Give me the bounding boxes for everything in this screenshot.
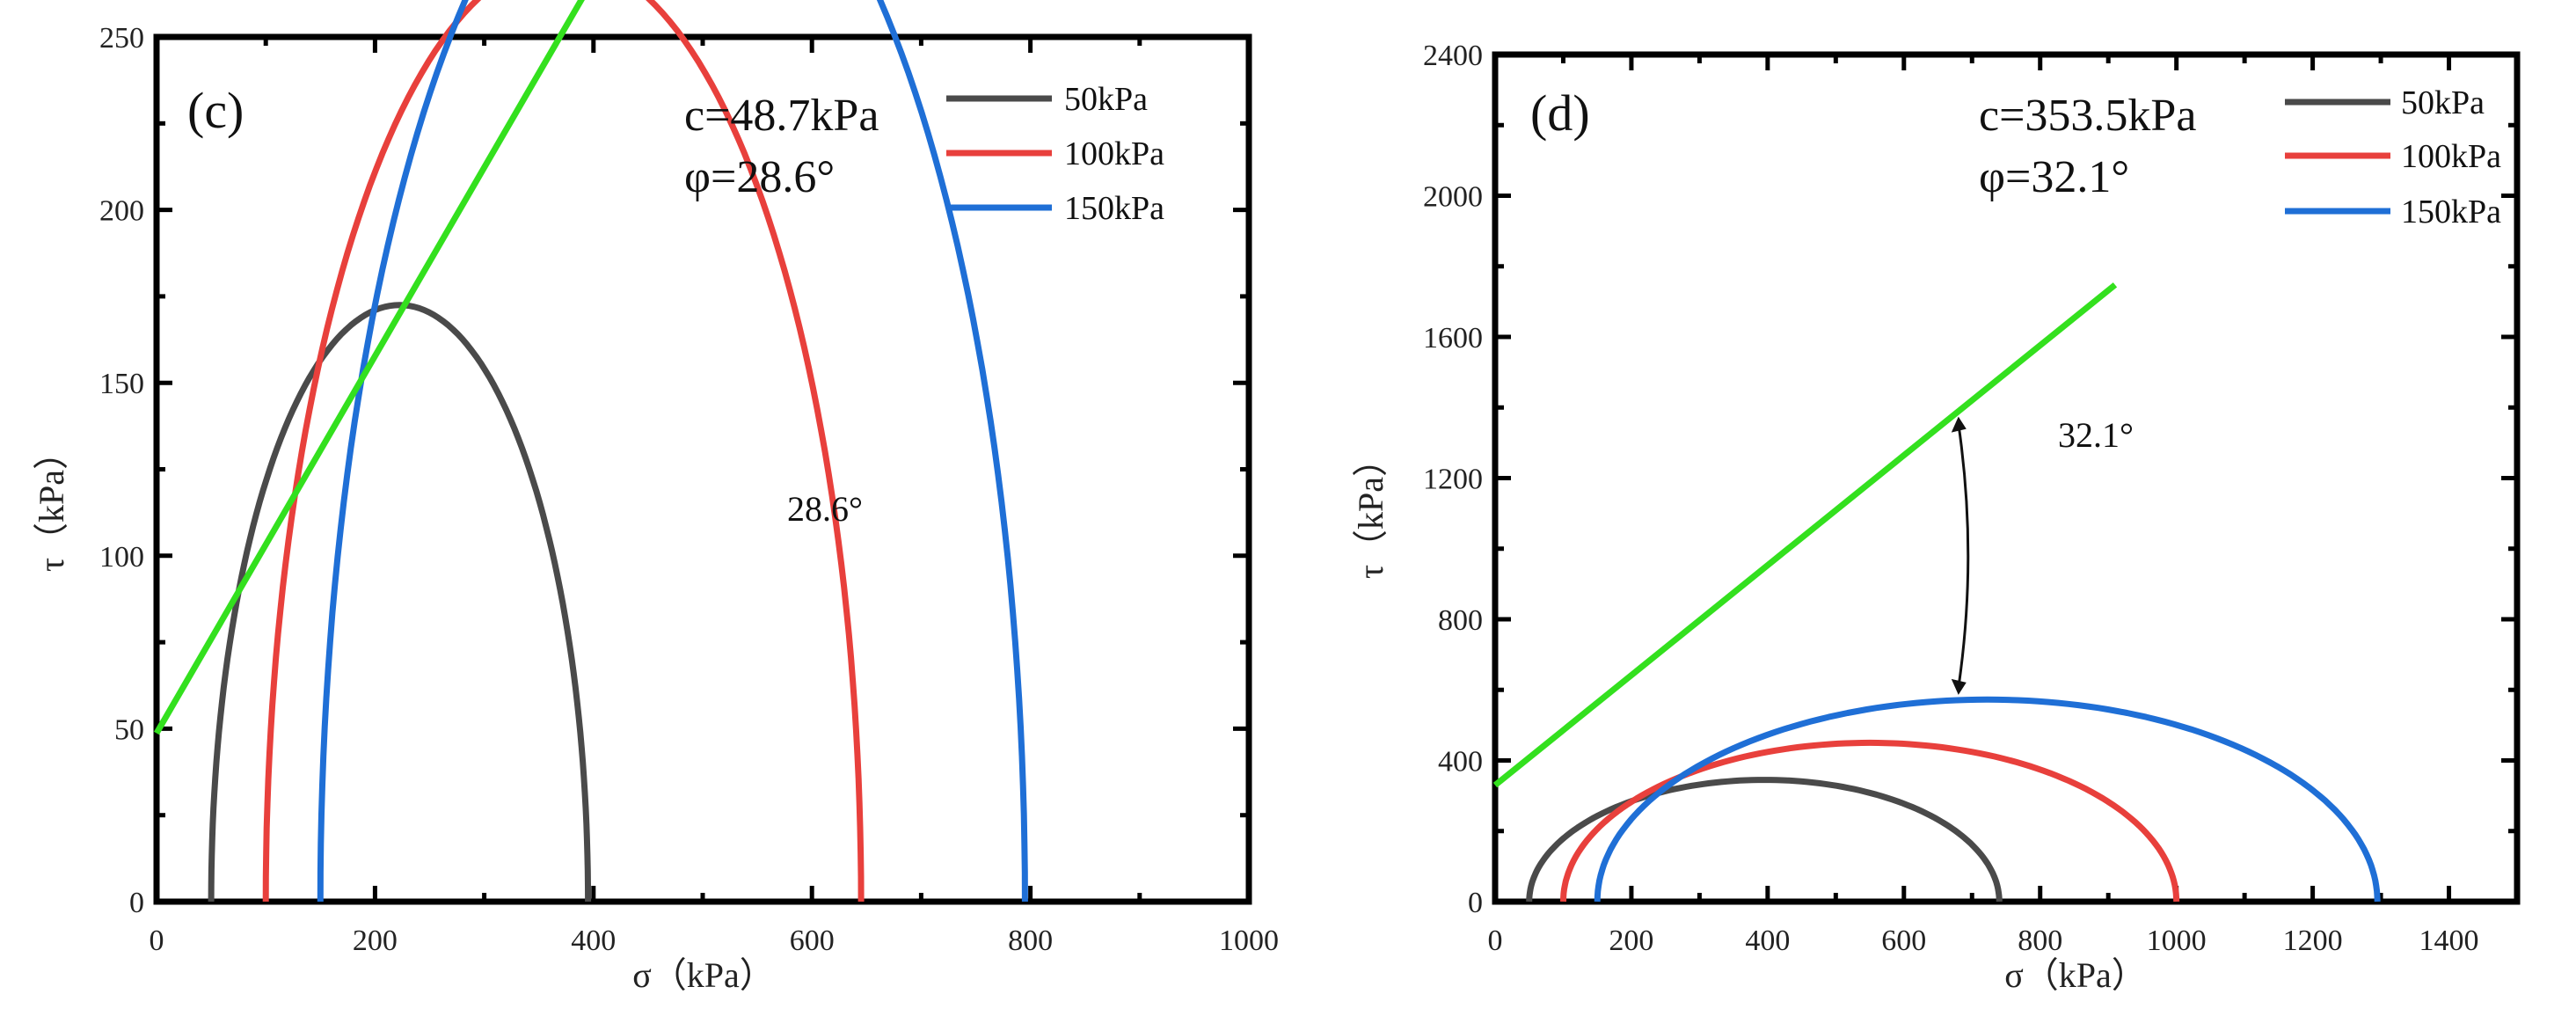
angle-arc bbox=[1957, 423, 1970, 689]
legend-label-150kpa: 150kPa bbox=[2401, 194, 2501, 230]
mohr-circle-150kpa bbox=[317, 0, 1028, 903]
x-tick-label: 0 bbox=[1488, 925, 1503, 957]
x-tick-labels: 0 200 400 600 800 1000 1200 1400 bbox=[1488, 925, 2479, 957]
friction-text: φ=32.1° bbox=[1979, 152, 2129, 202]
y-tick-label: 50 bbox=[114, 713, 144, 746]
mohr-circle-50kpa bbox=[1526, 777, 2003, 903]
y-tick-label: 1600 bbox=[1423, 322, 1483, 355]
panel-c-chart: 0 50 100 150 200 250 0 200 400 600 800 1000 (c) c=… bbox=[32, 0, 1279, 995]
failure-envelope-line bbox=[153, 0, 585, 735]
x-tick-labels: 0 200 400 600 800 1000 bbox=[150, 925, 1280, 957]
y-tick-label: 1200 bbox=[1423, 464, 1483, 496]
friction-text: φ=28.6° bbox=[684, 152, 835, 202]
y-tick-label: 2400 bbox=[1423, 40, 1483, 72]
x-tick-label: 800 bbox=[2018, 925, 2062, 957]
y-tick-label: 250 bbox=[99, 22, 144, 55]
panel-label: (c) bbox=[187, 82, 244, 139]
legend-label-100kpa: 100kPa bbox=[2401, 138, 2501, 175]
angle-annotation bbox=[1951, 416, 1970, 695]
mohr-circle-100kpa bbox=[262, 0, 865, 903]
y-tick-label: 200 bbox=[99, 195, 144, 228]
x-tick-label: 0 bbox=[150, 925, 164, 957]
y-tick-label: 800 bbox=[1438, 604, 1483, 637]
mohr-circle-150kpa bbox=[1594, 696, 2381, 903]
x-tick-label: 1200 bbox=[2283, 925, 2343, 957]
x-tick-label: 600 bbox=[790, 925, 835, 957]
mohr-circle-100kpa bbox=[1560, 739, 2180, 903]
legend-label-50kpa: 50kPa bbox=[1064, 81, 1148, 118]
legend: 50kPa 100kPa 150kPa bbox=[2285, 84, 2501, 230]
x-tick-label: 1400 bbox=[2419, 925, 2479, 957]
cohesion-text: c=48.7kPa bbox=[684, 91, 879, 141]
x-tick-label: 800 bbox=[1008, 925, 1053, 957]
mohr-circle-50kpa bbox=[208, 302, 592, 903]
panel-label: (d) bbox=[1530, 84, 1590, 142]
x-tick-label: 200 bbox=[353, 925, 398, 957]
y-tick-label: 400 bbox=[1438, 746, 1483, 778]
x-axis-title: σ（kPa） bbox=[632, 955, 775, 995]
y-tick-label: 0 bbox=[1468, 887, 1483, 919]
y-tick-label: 0 bbox=[129, 887, 144, 919]
angle-arrowhead-top bbox=[1951, 416, 1967, 433]
x-axis-title: σ（kPa） bbox=[2004, 955, 2147, 995]
angle-arrowhead-bottom bbox=[1951, 678, 1967, 695]
legend-label-100kpa: 100kPa bbox=[1064, 135, 1164, 172]
x-tick-label: 200 bbox=[1609, 925, 1653, 957]
y-tick-label: 150 bbox=[99, 368, 144, 400]
legend: 50kPa 100kPa 150kPa bbox=[946, 81, 1164, 227]
y-axis-title: τ（kPa） bbox=[1351, 442, 1390, 579]
axis-ticks bbox=[154, 34, 1252, 904]
x-tick-label: 600 bbox=[1881, 925, 1926, 957]
legend-label-50kpa: 50kPa bbox=[2401, 84, 2485, 121]
legend-label-150kpa: 150kPa bbox=[1064, 190, 1164, 227]
failure-envelope-line bbox=[1492, 282, 2118, 788]
y-tick-label: 2000 bbox=[1423, 181, 1483, 214]
angle-annotation-label: 32.1° bbox=[2058, 415, 2134, 455]
x-tick-label: 1000 bbox=[2147, 925, 2207, 957]
x-tick-label: 1000 bbox=[1219, 925, 1279, 957]
panel-d-chart: 0 400 800 1200 1600 2000 2400 0 200 400 600 800 100… bbox=[1351, 40, 2521, 995]
y-tick-labels: 0 400 800 1200 1600 2000 2400 bbox=[1423, 40, 1483, 919]
x-tick-label: 400 bbox=[571, 925, 616, 957]
mohr-circles bbox=[208, 0, 1028, 903]
angle-annotation-label: 28.6° bbox=[787, 489, 863, 529]
x-tick-label: 400 bbox=[1745, 925, 1790, 957]
mohr-circles bbox=[1526, 696, 2381, 903]
axis-ticks bbox=[1492, 52, 2517, 904]
y-axis-title: τ（kPa） bbox=[32, 435, 71, 572]
y-tick-labels: 0 50 100 150 200 250 bbox=[99, 22, 144, 919]
y-tick-label: 100 bbox=[99, 541, 144, 574]
cohesion-text: c=353.5kPa bbox=[1979, 91, 2196, 141]
